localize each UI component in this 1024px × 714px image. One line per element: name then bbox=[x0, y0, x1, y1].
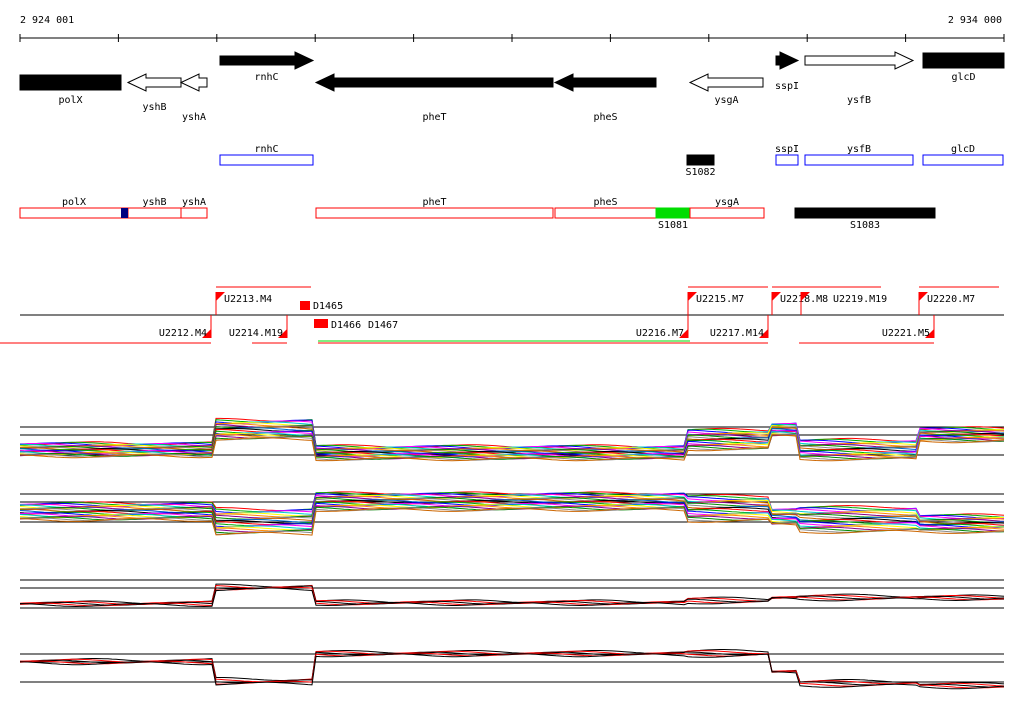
operon-glcD[interactable] bbox=[922, 154, 1004, 166]
gene-label: yshB bbox=[142, 102, 166, 113]
d1465-label: D1465 bbox=[313, 301, 343, 312]
expression-tracks bbox=[19, 417, 1005, 690]
operon-label: ysfB bbox=[847, 144, 871, 155]
expression-line bbox=[19, 587, 1005, 608]
operon-track-minus: polX yshB yshA pheT pheS S1081 ysgA S1083 bbox=[19, 197, 936, 231]
signal-label-bottom[interactable]: U2214.M19 bbox=[229, 328, 283, 339]
gene-label: yshA bbox=[182, 112, 206, 123]
operon-label: pheT bbox=[422, 197, 446, 208]
signal-flag bbox=[919, 292, 928, 301]
operon-sspI[interactable] bbox=[775, 154, 799, 166]
gene-polX[interactable] bbox=[19, 74, 122, 91]
signal-flag bbox=[801, 292, 810, 301]
ruler: 2 924 001 2 934 000 bbox=[19, 15, 1005, 42]
signal-label-top[interactable]: U2213.M4 bbox=[224, 294, 272, 305]
signal-flag bbox=[278, 329, 287, 338]
operon-label: S1082 bbox=[685, 167, 715, 178]
operon-marker bbox=[121, 208, 128, 218]
ruler-end-label: 2 934 000 bbox=[948, 15, 1002, 26]
expression-line bbox=[19, 429, 1005, 457]
expression-line bbox=[19, 652, 1005, 689]
signal-label-top[interactable]: U2220.M7 bbox=[927, 294, 975, 305]
expression-line bbox=[19, 583, 1005, 605]
gene-label: pheT bbox=[422, 112, 446, 123]
operon-S1081[interactable] bbox=[655, 207, 691, 219]
operon-ysgA[interactable] bbox=[689, 207, 765, 219]
signal-flag bbox=[688, 292, 697, 301]
operon-label: polX bbox=[62, 197, 86, 208]
expression-line bbox=[19, 424, 1005, 453]
operon-label: glcD bbox=[951, 144, 975, 155]
signal-label-bottom[interactable]: U2221.M5 bbox=[882, 328, 930, 339]
expression-line bbox=[19, 433, 1005, 460]
operon-label: yshB bbox=[142, 197, 166, 208]
expression-line bbox=[19, 650, 1005, 687]
operon-label: S1081 bbox=[658, 220, 688, 231]
gene-yshB[interactable] bbox=[126, 73, 182, 92]
operon-ysfB[interactable] bbox=[804, 154, 914, 166]
operon-label: rnhC bbox=[254, 144, 278, 155]
operon-yshA[interactable] bbox=[180, 207, 208, 219]
expression-line bbox=[19, 507, 1005, 536]
gene-label: sspI bbox=[775, 81, 799, 92]
signal-label-bottom[interactable]: U2217.M14 bbox=[710, 328, 764, 339]
gene-sspI[interactable] bbox=[775, 51, 800, 70]
expression-line bbox=[19, 421, 1005, 451]
operon-S1083[interactable] bbox=[794, 207, 936, 219]
gene-rnhC[interactable] bbox=[219, 51, 315, 70]
d1465-mark bbox=[300, 301, 310, 310]
signal-label-top[interactable]: U2218.M8 bbox=[780, 294, 828, 305]
signal-label-top[interactable]: U2215.M7 bbox=[696, 294, 744, 305]
signal-label-top[interactable]: U2219.M19 bbox=[833, 294, 887, 305]
operon-pheT[interactable] bbox=[315, 207, 554, 219]
gene-yshA[interactable] bbox=[179, 73, 208, 92]
gene-label: ysgA bbox=[714, 95, 738, 106]
signal-flag bbox=[216, 292, 225, 301]
gene-label: rnhC bbox=[254, 72, 278, 83]
ruler-start-label: 2 924 001 bbox=[20, 15, 74, 26]
operon-S1082[interactable] bbox=[686, 154, 715, 166]
signal-flag bbox=[202, 329, 211, 338]
d1467-label: D1467 bbox=[368, 320, 398, 331]
gene-track: polX yshB yshA rnhC pheT pheS ysgA sspI ysfB glcD bbox=[19, 51, 1005, 123]
expression-line bbox=[19, 585, 1005, 606]
operon-label: S1083 bbox=[850, 220, 880, 231]
gene-ysfB[interactable] bbox=[804, 51, 915, 70]
gene-label: ysfB bbox=[847, 95, 871, 106]
operon-track-plus: rnhC S1082 sspI ysfB glcD bbox=[219, 144, 1004, 178]
operon-label: yshA bbox=[182, 197, 206, 208]
gene-glcD[interactable] bbox=[922, 52, 1005, 69]
signal-flag bbox=[772, 292, 781, 301]
operon-yshB[interactable] bbox=[127, 207, 182, 219]
signal-flag bbox=[925, 329, 934, 338]
operon-polX[interactable] bbox=[19, 207, 129, 219]
operon-label: pheS bbox=[593, 197, 617, 208]
transcript-signal-track: D1465 D1466 D1467 U2213.M4 U2215.M7 U2218.… bbox=[0, 286, 1004, 344]
gene-label: glcD bbox=[951, 72, 975, 83]
gene-label: pheS bbox=[593, 112, 617, 123]
gene-pheS[interactable] bbox=[553, 73, 657, 92]
expression-line bbox=[19, 434, 1005, 462]
expression-line bbox=[19, 506, 1005, 534]
signal-label-bottom[interactable]: U2216.M7 bbox=[636, 328, 684, 339]
gene-ysgA[interactable] bbox=[688, 73, 764, 92]
signal-flag bbox=[759, 329, 768, 338]
operon-rnhC[interactable] bbox=[219, 154, 314, 166]
operon-pheS[interactable] bbox=[554, 207, 657, 219]
d1466-label: D1466 bbox=[331, 320, 361, 331]
gene-label: polX bbox=[58, 95, 82, 106]
signal-label-bottom[interactable]: U2212.M4 bbox=[159, 328, 207, 339]
operon-label: ysgA bbox=[715, 197, 739, 208]
expression-line bbox=[19, 651, 1005, 688]
operon-label: sspI bbox=[775, 144, 799, 155]
expression-line bbox=[19, 653, 1005, 690]
d1466-mark bbox=[314, 319, 328, 328]
signal-flag bbox=[679, 329, 688, 338]
gene-pheT[interactable] bbox=[314, 73, 554, 92]
